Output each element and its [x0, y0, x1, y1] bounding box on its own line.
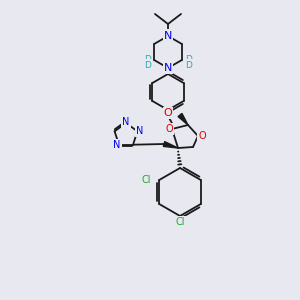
Text: D: D	[144, 61, 151, 70]
Text: O: O	[198, 131, 206, 141]
Text: N: N	[113, 140, 121, 150]
Text: Cl: Cl	[175, 217, 185, 227]
Text: N: N	[122, 117, 130, 127]
Polygon shape	[178, 113, 188, 125]
Text: N: N	[164, 63, 172, 73]
Polygon shape	[163, 142, 178, 148]
Text: D: D	[185, 55, 192, 64]
Text: O: O	[165, 124, 173, 134]
Text: O: O	[164, 108, 172, 118]
Text: N: N	[164, 30, 172, 40]
Text: D: D	[144, 55, 151, 64]
Text: N: N	[164, 31, 172, 41]
Text: N: N	[136, 126, 143, 136]
Text: D: D	[185, 61, 192, 70]
Text: Cl: Cl	[142, 175, 151, 185]
